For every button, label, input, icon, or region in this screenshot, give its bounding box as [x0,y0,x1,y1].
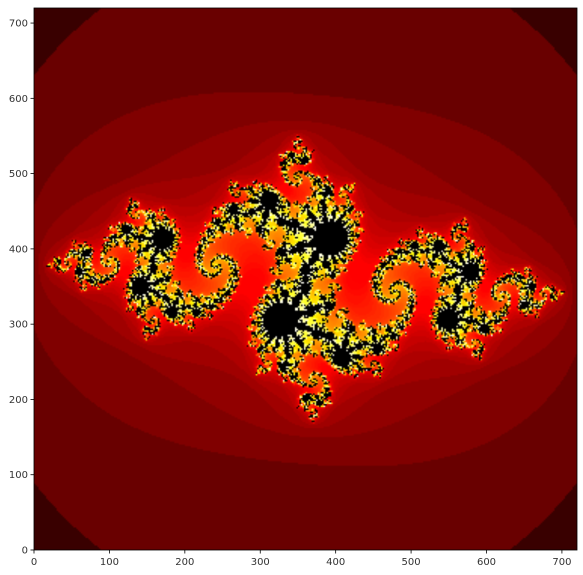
y-tick-label: 500 [9,169,28,180]
x-tick-label: 600 [477,557,496,568]
x-tick-label: 500 [402,557,421,568]
x-tick-label: 400 [326,557,345,568]
y-tick-label: 700 [9,19,28,30]
y-tick-label: 0 [22,546,28,557]
x-tick-label: 0 [31,557,37,568]
y-tick-label: 600 [9,94,28,105]
y-tick-label: 100 [9,470,28,481]
x-tick-label: 700 [552,557,571,568]
plot-area [33,7,578,551]
julia-set-heatmap [34,8,577,550]
y-tick-label: 200 [9,395,28,406]
y-axis: 0 100 200 300 400 500 600 700 [9,19,34,557]
x-tick-label: 300 [251,557,270,568]
x-tick-label: 100 [100,557,119,568]
y-tick-label: 300 [9,320,28,331]
y-tick-label: 400 [9,244,28,255]
x-axis: 0 100 200 300 400 500 600 700 [31,550,571,568]
axes-frame [33,7,578,551]
x-tick-label: 200 [175,557,194,568]
